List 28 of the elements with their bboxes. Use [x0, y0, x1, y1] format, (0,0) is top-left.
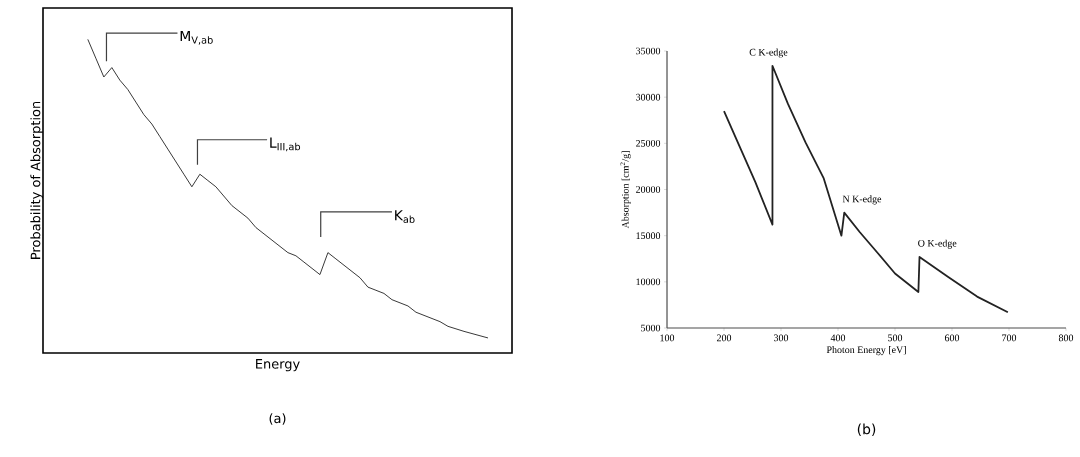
x-tick-label: 200 — [716, 334, 732, 342]
y-tick-label: 25000 — [636, 139, 661, 147]
x-tick-label: 100 — [660, 334, 675, 342]
annotation: L$_{III,ab}$ — [270, 137, 301, 152]
x-axis-title: Energy — [256, 359, 300, 372]
annotation: M$_{V,ab}$ — [180, 30, 213, 45]
y-tick-label: 20000 — [636, 186, 661, 193]
y-tick-label: 15000 — [636, 232, 661, 240]
annotation: C K-edge — [749, 48, 788, 58]
y-tick-label: 30000 — [636, 93, 661, 101]
x-tick-label: 500 — [888, 334, 903, 342]
x-tick-label: 400 — [830, 334, 846, 342]
line-series — [723, 64, 1009, 314]
y-axis-title: Absorption [cm$^{2}$/g] — [620, 151, 631, 229]
text: (b) — [857, 423, 876, 436]
x-tick-label: 300 — [774, 334, 789, 342]
x-tick-label: 700 — [1002, 334, 1017, 342]
y-axis-title: Probability of Absorption — [30, 101, 43, 259]
annotation: N K-edge — [842, 195, 882, 205]
x-tick-label: 600 — [944, 334, 960, 342]
x-tick-label: 800 — [1058, 334, 1074, 342]
annotation: O K-edge — [918, 239, 957, 249]
y-tick-label: 10000 — [636, 278, 661, 286]
x-axis-title: Photon Energy [eV] — [826, 346, 906, 356]
y-tick-label: 5000 — [641, 324, 661, 332]
annotation: K$_{ab}$ — [395, 210, 415, 223]
y-tick-label: 35000 — [636, 47, 661, 55]
text: (a) — [269, 413, 286, 425]
